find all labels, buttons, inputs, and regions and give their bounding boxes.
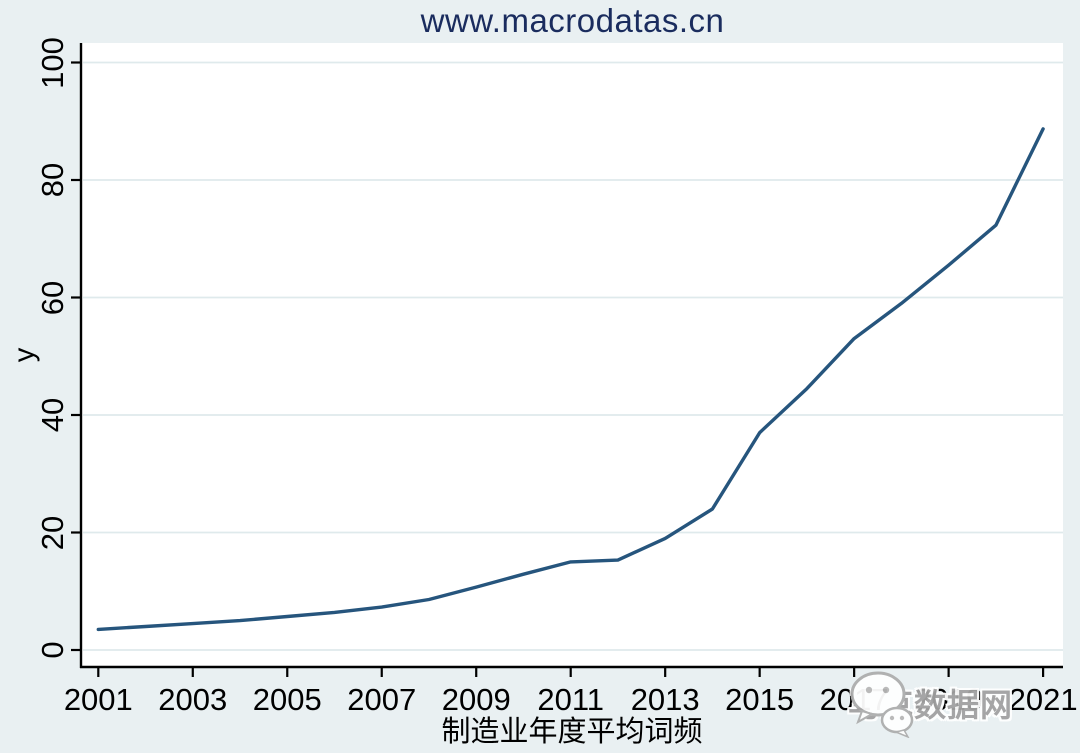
- x-tick-label-2007: 2007: [347, 682, 417, 717]
- y-tick-label-100: 100: [35, 36, 70, 89]
- x-tick-label-2015: 2015: [725, 682, 795, 717]
- x-tick-label-2021: 2021: [1008, 682, 1078, 717]
- x-tick-label-2019: 2019: [914, 682, 984, 717]
- x-tick-label-2011: 2011: [537, 682, 605, 717]
- x-axis-title: 制造业年度平均词频: [441, 716, 703, 748]
- plot-area: [82, 43, 1063, 668]
- chart-title: www.macrodatas.cn: [420, 2, 725, 39]
- x-tick-label-2003: 2003: [158, 682, 228, 717]
- x-tick-label-2005: 2005: [252, 682, 322, 717]
- y-tick-label-60: 60: [35, 280, 70, 315]
- y-tick-label-20: 20: [35, 515, 70, 550]
- y-axis-title: y: [8, 347, 41, 363]
- x-tick-label-2001: 2001: [63, 682, 133, 717]
- y-tick-label-80: 80: [35, 162, 70, 198]
- x-tick-label-2017: 2017: [819, 682, 889, 717]
- x-tick-label-2009: 2009: [441, 682, 511, 717]
- data-line: [96, 127, 1045, 632]
- y-tick-label-0: 0: [35, 641, 70, 659]
- x-tick-label-2013: 2013: [630, 682, 700, 717]
- y-tick-label-40: 40: [35, 397, 70, 433]
